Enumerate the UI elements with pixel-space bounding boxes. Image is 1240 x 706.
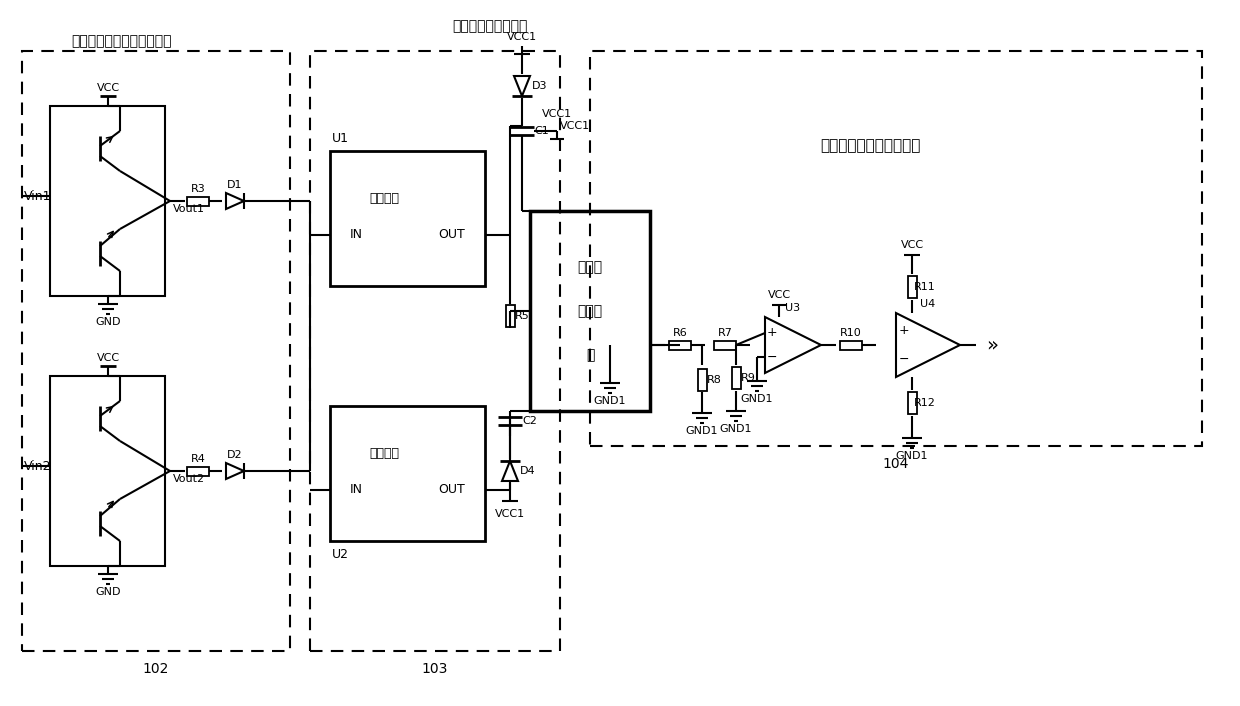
Polygon shape: [502, 461, 518, 481]
Text: U3: U3: [785, 303, 801, 313]
Text: D3: D3: [532, 81, 548, 91]
Text: D2: D2: [227, 450, 243, 460]
Text: IN: IN: [350, 483, 363, 496]
Bar: [908, 392, 916, 414]
Text: +: +: [899, 324, 909, 337]
Text: GND1: GND1: [719, 424, 753, 434]
Polygon shape: [226, 193, 244, 209]
Text: −: −: [766, 351, 777, 364]
Bar: [50, 106, 165, 296]
Bar: [697, 369, 707, 391]
Bar: [590, 51, 1202, 446]
Bar: [22, 51, 290, 651]
Bar: [187, 467, 210, 476]
Polygon shape: [897, 313, 960, 377]
Text: Vout2: Vout2: [174, 474, 205, 484]
Text: 102: 102: [143, 662, 169, 676]
Text: R3: R3: [191, 184, 206, 193]
Text: IN: IN: [350, 228, 363, 241]
Text: GND1: GND1: [594, 396, 626, 406]
Text: VCC1: VCC1: [495, 509, 525, 519]
Text: R9: R9: [742, 373, 756, 383]
Bar: [330, 406, 485, 541]
Bar: [714, 340, 737, 349]
Text: +: +: [766, 326, 777, 339]
Text: 104: 104: [883, 457, 909, 471]
Text: GND1: GND1: [895, 451, 929, 461]
Bar: [506, 305, 515, 327]
Text: 电流监测及保护电路部分: 电流监测及保护电路部分: [820, 138, 920, 153]
Bar: [50, 376, 165, 566]
Text: R10: R10: [841, 328, 862, 337]
Bar: [310, 51, 560, 651]
Bar: [330, 151, 485, 286]
Text: Vin1: Vin1: [24, 189, 52, 203]
Text: VCC1: VCC1: [507, 32, 537, 42]
Text: R6: R6: [672, 328, 687, 337]
Text: 驱动芯片: 驱动芯片: [370, 447, 399, 460]
Text: D4: D4: [521, 466, 536, 476]
Text: 光耦隔离并联冒余输出部分: 光耦隔离并联冒余输出部分: [72, 34, 172, 48]
Text: OUT: OUT: [438, 483, 465, 496]
Text: U2: U2: [332, 549, 348, 561]
Text: GND1: GND1: [686, 426, 718, 436]
Text: 驱动芯片: 驱动芯片: [370, 192, 399, 205]
Text: R4: R4: [191, 453, 206, 464]
Bar: [670, 340, 691, 349]
Text: VCC: VCC: [97, 83, 119, 93]
Text: 103: 103: [422, 662, 448, 676]
Text: Vout1: Vout1: [174, 204, 205, 214]
Text: 驱动及自举电路部分: 驱动及自举电路部分: [453, 19, 528, 33]
Bar: [529, 211, 650, 411]
Text: −: −: [899, 353, 909, 366]
Text: R7: R7: [718, 328, 733, 337]
Bar: [187, 196, 210, 205]
Text: C2: C2: [522, 416, 537, 426]
Text: GND: GND: [95, 587, 120, 597]
Bar: [732, 367, 740, 389]
Text: OUT: OUT: [438, 228, 465, 241]
Text: Vin2: Vin2: [24, 460, 52, 472]
Text: VCC: VCC: [97, 353, 119, 363]
Text: R12: R12: [914, 398, 935, 408]
Text: R8: R8: [707, 375, 722, 385]
Polygon shape: [515, 76, 529, 96]
Bar: [839, 340, 862, 349]
Text: VCC1: VCC1: [560, 121, 590, 131]
Polygon shape: [765, 317, 821, 373]
Text: VCC1: VCC1: [542, 109, 572, 119]
Text: R11: R11: [914, 282, 935, 292]
Text: 驱动电: 驱动电: [578, 304, 603, 318]
Text: R5: R5: [515, 311, 529, 321]
Text: »: »: [986, 335, 998, 354]
Text: GND: GND: [95, 317, 120, 327]
Text: 路: 路: [585, 348, 594, 362]
Text: VCC: VCC: [900, 240, 924, 250]
Text: GND1: GND1: [740, 394, 774, 404]
Text: C1: C1: [534, 126, 549, 136]
Polygon shape: [226, 463, 244, 479]
Text: VCC: VCC: [768, 290, 791, 300]
Text: U4: U4: [920, 299, 936, 309]
Text: 功率管: 功率管: [578, 260, 603, 274]
Text: U1: U1: [332, 133, 348, 145]
Text: D1: D1: [227, 180, 243, 190]
Bar: [908, 276, 916, 298]
